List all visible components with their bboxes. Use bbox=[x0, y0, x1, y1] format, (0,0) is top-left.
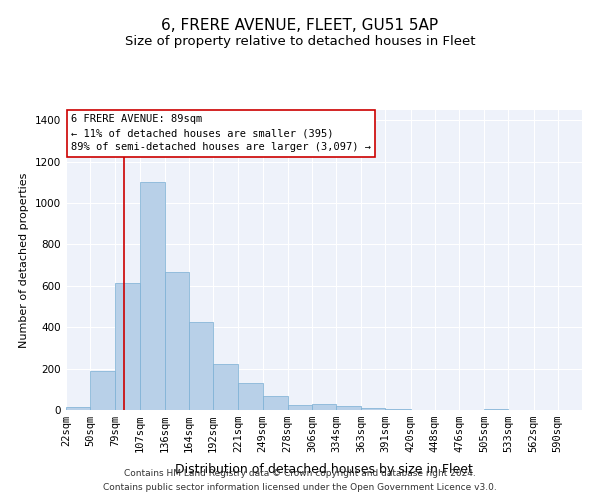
Bar bbox=[90, 370, 115, 410]
Bar bbox=[484, 409, 508, 410]
Bar bbox=[361, 408, 385, 410]
Text: 6, FRERE AVENUE, FLEET, GU51 5AP: 6, FRERE AVENUE, FLEET, GU51 5AP bbox=[161, 18, 439, 32]
Bar bbox=[189, 322, 213, 410]
Bar bbox=[213, 364, 238, 410]
Text: Contains HM Land Registry data © Crown copyright and database right 2024.: Contains HM Land Registry data © Crown c… bbox=[124, 468, 476, 477]
Text: Size of property relative to detached houses in Fleet: Size of property relative to detached ho… bbox=[125, 35, 475, 48]
Bar bbox=[140, 182, 164, 410]
Y-axis label: Number of detached properties: Number of detached properties bbox=[19, 172, 29, 348]
Text: Contains public sector information licensed under the Open Government Licence v3: Contains public sector information licen… bbox=[103, 484, 497, 492]
Bar bbox=[164, 272, 189, 410]
X-axis label: Distribution of detached houses by size in Fleet: Distribution of detached houses by size … bbox=[175, 464, 473, 476]
Bar bbox=[66, 407, 90, 410]
Bar bbox=[115, 283, 140, 410]
Bar bbox=[312, 404, 336, 410]
Text: 6 FRERE AVENUE: 89sqm
← 11% of detached houses are smaller (395)
89% of semi-det: 6 FRERE AVENUE: 89sqm ← 11% of detached … bbox=[71, 114, 371, 152]
Bar bbox=[287, 405, 312, 410]
Bar bbox=[385, 409, 410, 410]
Bar bbox=[238, 383, 263, 410]
Bar bbox=[263, 396, 287, 410]
Bar bbox=[336, 406, 361, 410]
